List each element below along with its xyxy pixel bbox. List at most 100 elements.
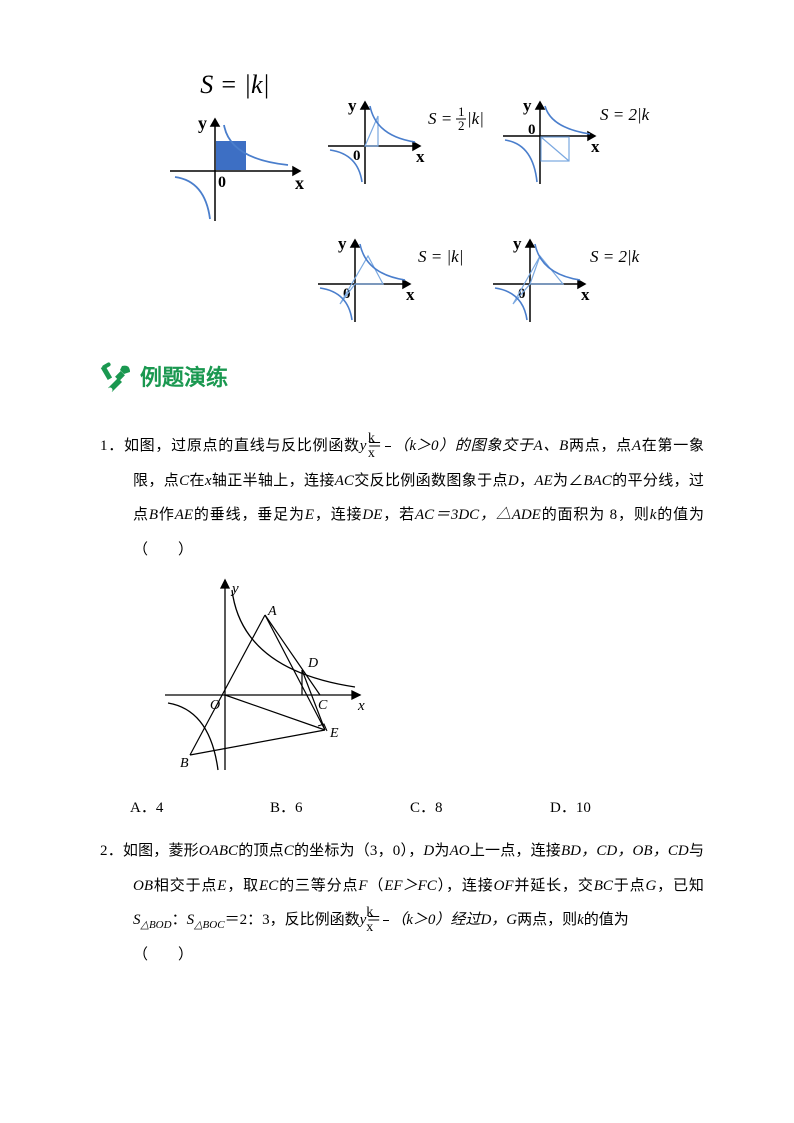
p2-s1: S (133, 912, 141, 928)
p2-k: k (577, 912, 584, 928)
p1-diagram: y x O A B C D E (160, 575, 370, 775)
p1-opt-a[interactable]: A．4 (130, 794, 270, 823)
hyperbola-square-graph: y x 0 (160, 111, 310, 226)
svg-text:C: C (318, 698, 328, 713)
p1-c: C (179, 473, 189, 489)
p2-num: k (383, 906, 389, 922)
p1-l2f: 的平分线， (612, 473, 689, 489)
svg-text:y: y (198, 113, 207, 133)
p2-boc: △BOC (194, 919, 224, 931)
p1-e: E (305, 507, 314, 523)
svg-text:B: B (180, 756, 189, 771)
p2-den: x (383, 921, 389, 936)
p1-ab: A、B (534, 438, 569, 454)
hyperbola-rect2-graph: y x 0 S = 2|k| (485, 234, 640, 329)
svg-text:S =: S = (428, 109, 452, 128)
p2-l1b: 的坐标为（3，0）， (294, 843, 424, 859)
p2-col: ： (172, 912, 187, 928)
p2-l2g: 于点 (613, 878, 646, 894)
svg-text:S = 2|k|: S = 2|k| (590, 247, 640, 266)
p2-l2e: ），连接 (437, 878, 494, 894)
p1-t1: 如图，过原点的直线与反比例函数 (124, 438, 360, 454)
problem-2-text: 2．如图，菱形OABC的顶点C的坐标为（3，0），D为AO上一点，连接BD，CD… (100, 834, 704, 973)
p1-l3c: ，连接 (314, 507, 362, 523)
p1-frac: kx (385, 432, 391, 462)
reference-graphs: S = |k| y x 0 y x (100, 60, 704, 329)
p2-oabc: OABC (199, 843, 238, 859)
p2-l2a: 相交于点 (153, 878, 217, 894)
svg-text:x: x (295, 173, 304, 193)
svg-text:0: 0 (218, 174, 226, 191)
p2-l1a: 的顶点 (238, 843, 284, 859)
p2-f: F (358, 878, 367, 894)
p2-ao: AO (450, 843, 470, 859)
p2-l2c: 的三等分点 (278, 878, 358, 894)
p1-l2a: 在 (189, 473, 205, 489)
p1-number: 1． (100, 438, 124, 454)
p2-l2d: （ (368, 878, 385, 894)
p2-effc: EF＞FC (384, 878, 437, 894)
svg-text:y: y (230, 581, 239, 597)
p2-bc: BC (594, 878, 613, 894)
graph-2k-b: y x 0 S = 2|k| (485, 234, 640, 329)
svg-text:O: O (210, 698, 220, 713)
p1-opt-b[interactable]: B．6 (270, 794, 410, 823)
p2-l3a: 两点，则 (517, 912, 577, 928)
svg-text:E: E (329, 726, 339, 741)
hyperbola-rect-graph: y x 0 S = 2|k| (495, 96, 650, 191)
p2-l2b: ，取 (226, 878, 259, 894)
p2-l4: （ ） (133, 947, 193, 963)
p2-frac: kx (383, 906, 389, 936)
p1-l3e: 的面积为 8，则 (541, 507, 650, 523)
p1-d: D (508, 473, 519, 489)
problem-1-figure: y x O A B C D E (160, 575, 704, 786)
p1-opt-d[interactable]: D．10 (550, 794, 690, 823)
p2-ec: EC (259, 878, 278, 894)
p2-l2h: ， (656, 878, 673, 894)
p2-of: OF (494, 878, 514, 894)
p2-ratio: ＝2：3，反比例函数 (225, 912, 360, 928)
svg-text:x: x (406, 285, 415, 304)
p1-ac: AC (335, 473, 354, 489)
p1-a: A (632, 438, 641, 454)
p1-l2c: 交反比例函数图象于点 (354, 473, 508, 489)
p1-l3b: 的垂线，垂足为 (193, 507, 305, 523)
p2-kgt: （k＞0）经过 (391, 912, 480, 928)
svg-text:x: x (581, 285, 590, 304)
p1-l3d: ，若 (382, 507, 415, 523)
tools-icon (100, 360, 136, 396)
graphs-top-row: S = |k| y x 0 y x (160, 60, 704, 226)
svg-text:1: 1 (458, 104, 465, 119)
p1-num: k (385, 432, 391, 448)
p2-number: 2． (100, 843, 123, 859)
p1-ac3dc: AC＝3DC，△ADE (415, 507, 541, 523)
p1-den: x (385, 447, 391, 462)
problem-1-options: A．4 B．6 C．8 D．10 (130, 794, 704, 823)
p1-b: B (149, 507, 158, 523)
p2-dg: D，G (480, 912, 517, 928)
p1-opt-c[interactable]: C．8 (410, 794, 550, 823)
svg-text:0: 0 (528, 122, 536, 138)
p1-ae2: AE (175, 507, 193, 523)
svg-text:x: x (357, 698, 365, 714)
p2-l1c: 为 (434, 843, 449, 859)
graph-k-para: y x 0 S = |k| (310, 234, 475, 329)
p2-l1: 如图，菱形 (123, 843, 199, 859)
p2-c: C (284, 843, 294, 859)
graph-half-k: y x 0 S = 1 2 |k| (320, 96, 485, 191)
p1-l2b: 轴正半轴上，连接 (211, 473, 334, 489)
p1-l2d: ， (519, 473, 535, 489)
p2-l2f: 并延长，交 (514, 878, 594, 894)
p1-l2e: 为∠ (553, 473, 584, 489)
p1-l3f: 的值 (656, 507, 689, 523)
p2-l3b: 的值为 (584, 912, 629, 928)
p2-s2: S (187, 912, 195, 928)
p1-ae: AE (534, 473, 552, 489)
svg-text:A: A (267, 604, 277, 619)
p1-l3a: 作 (158, 507, 175, 523)
graph-2k-a: y x 0 S = 2|k| (495, 96, 650, 191)
section-title: 例题演练 (140, 357, 228, 399)
p2-ob: OB (133, 878, 153, 894)
p1-l1b: 两点，点 (568, 438, 632, 454)
p1-l2: 限，点 (133, 473, 179, 489)
